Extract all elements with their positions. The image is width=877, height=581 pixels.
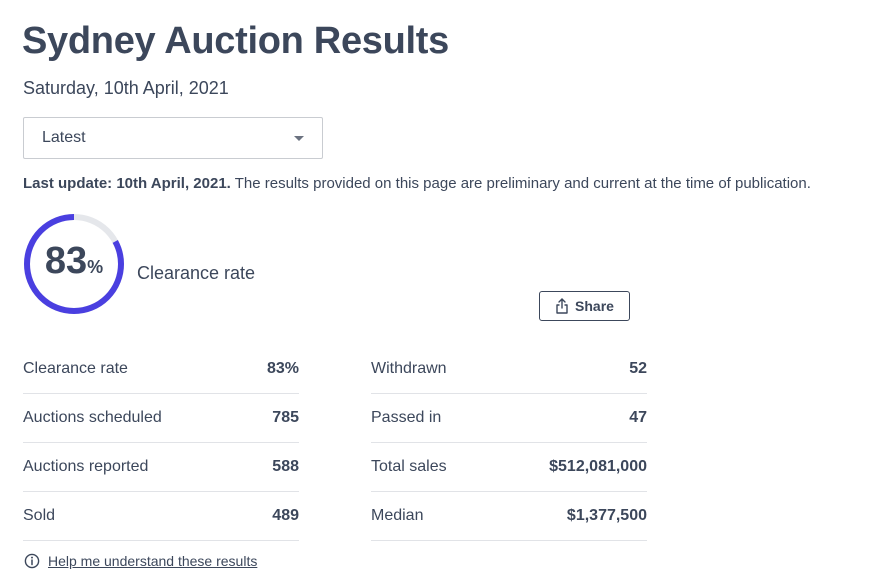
stat-value: $1,377,500 <box>566 507 647 524</box>
gauge-percentage: 83% <box>22 240 126 283</box>
help-link-label: Help me understand these results <box>48 553 258 569</box>
period-select[interactable]: Latest <box>23 117 323 159</box>
stat-label: Total sales <box>371 458 447 475</box>
results-date: Saturday, 10th April, 2021 <box>23 78 229 98</box>
stat-label: Auctions reported <box>23 458 149 475</box>
share-icon <box>556 298 568 314</box>
stat-value: 83% <box>266 360 299 377</box>
notice-text: The results provided on this page are pr… <box>230 175 811 192</box>
stat-row: Sold 489 <box>23 492 299 541</box>
stat-row: Total sales $512,081,000 <box>371 443 647 492</box>
stat-value: 47 <box>629 409 647 426</box>
clearance-rate-gauge <box>24 214 124 314</box>
period-select-value: Latest <box>42 129 86 146</box>
share-button[interactable]: Share <box>539 291 630 321</box>
stat-label: Withdrawn <box>371 360 447 377</box>
stat-value: 588 <box>272 458 299 475</box>
stats-left: Clearance rate 83% Auctions scheduled 785 … <box>23 345 299 541</box>
chevron-down-icon <box>294 136 304 141</box>
stat-label: Sold <box>23 507 56 524</box>
stat-value: 489 <box>272 507 299 524</box>
gauge-value: 83 <box>44 240 88 282</box>
gauge-label: Clearance rate <box>137 263 256 283</box>
stat-value: 52 <box>629 360 647 377</box>
stat-row: Auctions scheduled 785 <box>23 394 299 443</box>
stat-label: Clearance rate <box>23 360 128 377</box>
page-title: Sydney Auction Results <box>22 20 449 62</box>
stat-value: $512,081,000 <box>549 458 647 475</box>
stats-right: Withdrawn 52 Passed in 47 Total sales $512,… <box>371 345 647 541</box>
last-update-notice: Last update: 10th April, 2021. The resul… <box>23 175 811 192</box>
stat-row: Median $1,377,500 <box>371 492 647 541</box>
info-icon <box>24 553 40 569</box>
last-update-label: Last update: 10th April, 2021. <box>23 175 231 192</box>
stat-label: Median <box>371 507 424 524</box>
gauge-percent-symbol: % <box>87 257 104 277</box>
stat-label: Auctions scheduled <box>23 409 162 426</box>
stat-value: 785 <box>272 409 299 426</box>
share-button-label: Share <box>575 298 614 314</box>
stat-row: Auctions reported 588 <box>23 443 299 492</box>
gauge-fill <box>24 214 124 314</box>
help-link[interactable]: Help me understand these results <box>24 553 257 569</box>
stat-row: Withdrawn 52 <box>371 345 647 394</box>
stat-row: Clearance rate 83% <box>23 345 299 394</box>
stat-row: Passed in 47 <box>371 394 647 443</box>
stat-label: Passed in <box>371 409 442 426</box>
